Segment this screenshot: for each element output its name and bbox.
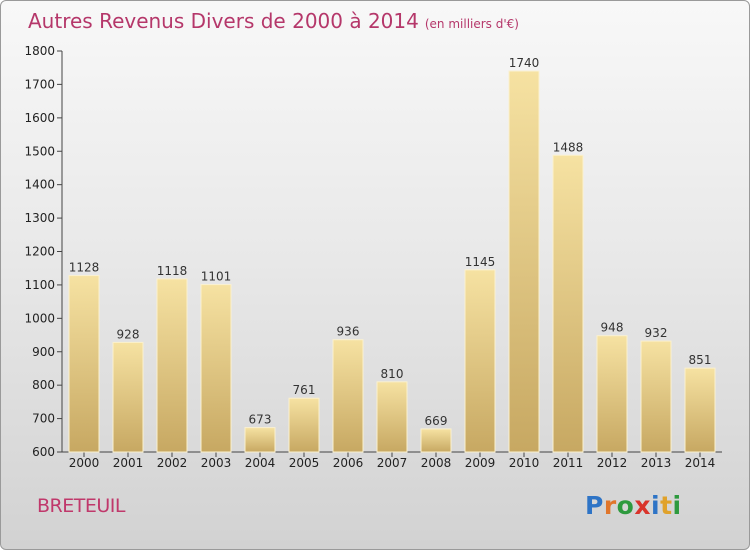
chart-title-main: Autres Revenus Divers de 2000 à 2014: [28, 9, 419, 33]
x-tick-label: 2010: [509, 456, 540, 470]
x-tick-label: 2011: [553, 456, 584, 470]
bar: [420, 428, 452, 453]
x-tick-label: 2008: [421, 456, 452, 470]
data-label: 1118: [157, 264, 188, 278]
bar: [508, 70, 540, 453]
x-axis: 2000 2001 2002 2003 2004 2005 2006 2007 2008 2009…: [62, 451, 722, 470]
x-tick-label: 2005: [289, 456, 320, 470]
logo-letter: t: [660, 491, 673, 520]
bar: [332, 339, 364, 453]
bar: [376, 381, 408, 453]
logo-letter: i: [672, 491, 682, 520]
x-tick-label: 2004: [245, 456, 276, 470]
y-tick-label: 1200: [24, 245, 55, 259]
data-label: 761: [293, 383, 316, 397]
data-label: 669: [425, 414, 448, 428]
logo-letter: x: [634, 491, 651, 520]
chart-title-units: (en milliers d'€): [424, 17, 519, 31]
logo-letter: o: [616, 491, 635, 520]
y-tick-label: 1800: [24, 44, 55, 58]
bar: [684, 367, 716, 453]
town-name: BRETEUIL: [37, 495, 125, 517]
data-label: 1128: [69, 261, 100, 275]
data-label: 948: [601, 321, 624, 335]
y-tick-label: 1300: [24, 211, 55, 225]
data-label: 851: [689, 353, 712, 367]
x-tick-label: 2009: [465, 456, 496, 470]
x-tick-label: 2003: [201, 456, 232, 470]
data-label: 932: [645, 326, 668, 340]
data-label: 928: [117, 327, 140, 341]
data-label: 1488: [553, 140, 584, 154]
bar: [640, 340, 672, 453]
data-label: 673: [249, 413, 272, 427]
x-tick-label: 2002: [157, 456, 188, 470]
bars: [68, 70, 716, 453]
bar: [552, 154, 584, 453]
logo-letter: r: [603, 491, 617, 520]
y-axis: 600 700 800 900 1000 1100 1200 1300 1400 1500 1600…: [24, 44, 63, 459]
x-tick-label: 2013: [641, 456, 672, 470]
y-tick-label: 700: [32, 412, 55, 426]
x-tick-label: 2001: [113, 456, 144, 470]
y-tick-label: 1000: [24, 311, 55, 325]
chart-title: Autres Revenus Divers de 2000 à 2014 (en …: [28, 9, 519, 33]
bar: [596, 335, 628, 453]
data-label: 810: [381, 367, 404, 381]
data-label: 1740: [509, 56, 540, 70]
y-tick-label: 1500: [24, 144, 55, 158]
bar: [68, 275, 100, 453]
bar: [156, 278, 188, 453]
y-tick-label: 900: [32, 345, 55, 359]
bar: [288, 397, 320, 453]
y-tick-label: 1100: [24, 278, 55, 292]
bar: [464, 269, 496, 453]
proxiti-logo[interactable]: Proxiti: [585, 491, 682, 520]
y-tick-label: 1600: [24, 111, 55, 125]
y-tick-label: 1700: [24, 77, 55, 91]
bar: [200, 284, 232, 453]
data-label: 936: [337, 325, 360, 339]
data-label: 1145: [465, 255, 496, 269]
x-tick-label: 2007: [377, 456, 408, 470]
y-tick-label: 1400: [24, 178, 55, 192]
x-tick-label: 2012: [597, 456, 628, 470]
logo-letter: P: [585, 491, 604, 520]
x-tick-label: 2014: [685, 456, 716, 470]
data-labels: 1128 928 1118 1101 673 761 936 810 669 1145 1740 14…: [69, 56, 712, 428]
y-tick-label: 800: [32, 378, 55, 392]
bar: [244, 427, 276, 453]
data-label: 1101: [201, 270, 232, 284]
x-tick-label: 2006: [333, 456, 364, 470]
logo-letter: i: [651, 491, 661, 520]
x-tick-label: 2000: [69, 456, 100, 470]
y-tick-label: 600: [32, 445, 55, 459]
bar: [112, 341, 144, 453]
